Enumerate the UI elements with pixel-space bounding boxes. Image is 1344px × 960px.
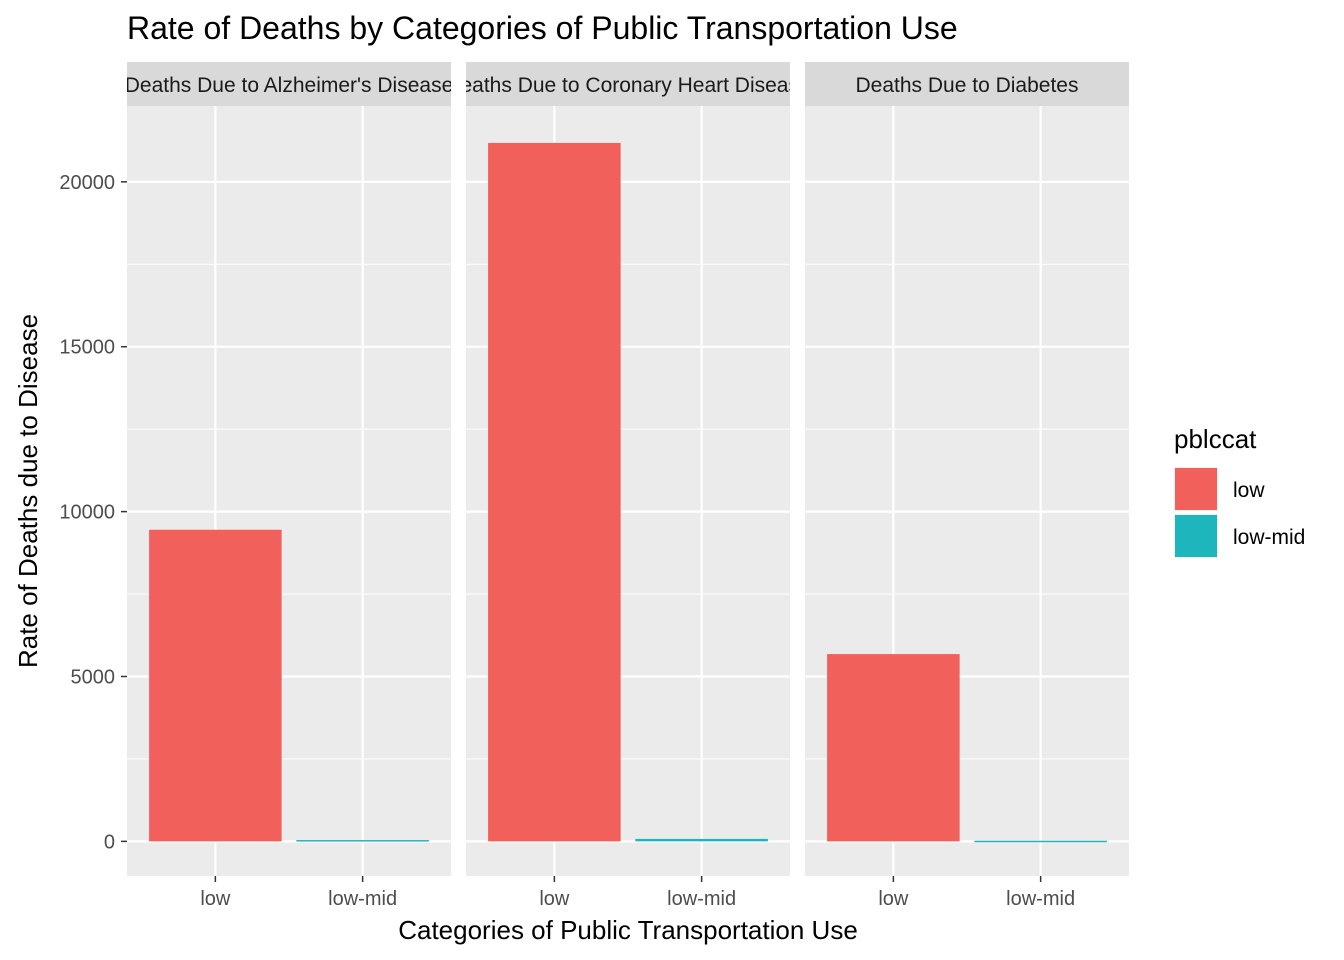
bar-low [488,142,621,842]
facet-panel: Deaths Due to Diabetes low low-mid [805,62,1129,910]
bar-low [149,529,282,842]
facet-strip [805,62,1129,106]
y-axis: 0 5000 10000 15000 20000 [59,172,127,853]
facet-panel: Deaths Due to Alzheimer's Disease low low-… [125,62,454,910]
x-tick-label: low [878,888,909,910]
legend-label: low-mid [1233,526,1305,549]
x-tick-label: low [200,888,231,910]
y-tick-label: 0 [104,831,115,853]
x-axis-title: Categories of Public Transportation Use [398,915,858,945]
bar-low [827,654,960,842]
y-tick-label: 15000 [59,337,115,359]
y-tick-label: 5000 [71,666,116,688]
facet-strip [127,62,451,106]
legend-label: low [1233,479,1265,502]
legend-key-low [1175,468,1217,510]
facet-panels: Deaths Due to Alzheimer's Disease low low-… [125,62,1129,910]
x-tick-label: low-mid [667,888,736,910]
facet-strip [466,62,790,106]
facet-strip-label: Deaths Due to Diabetes [856,74,1079,97]
legend-key-low-mid [1175,515,1217,557]
x-tick-label: low-mid [328,888,397,910]
bar-low-mid [635,838,768,842]
x-tick-label: low [539,888,570,910]
bar-low-mid [974,840,1107,843]
legend: pblccat low low-mid [1174,424,1305,558]
y-axis-title: Rate of Deaths due to Disease [13,314,43,668]
bar-low-mid [296,840,429,842]
facet-strip-label: Deaths Due to Coronary Heart Disease [445,74,810,97]
x-tick-label: low-mid [1006,888,1075,910]
facet-strip-label: Deaths Due to Alzheimer's Disease [125,74,454,97]
y-tick-label: 10000 [59,502,115,524]
y-tick-label: 20000 [59,172,115,194]
legend-title: pblccat [1174,424,1257,454]
facet-panel: Deaths Due to Coronary Heart Disease low l… [445,62,810,910]
chart-title: Rate of Deaths by Categories of Public T… [127,10,958,46]
